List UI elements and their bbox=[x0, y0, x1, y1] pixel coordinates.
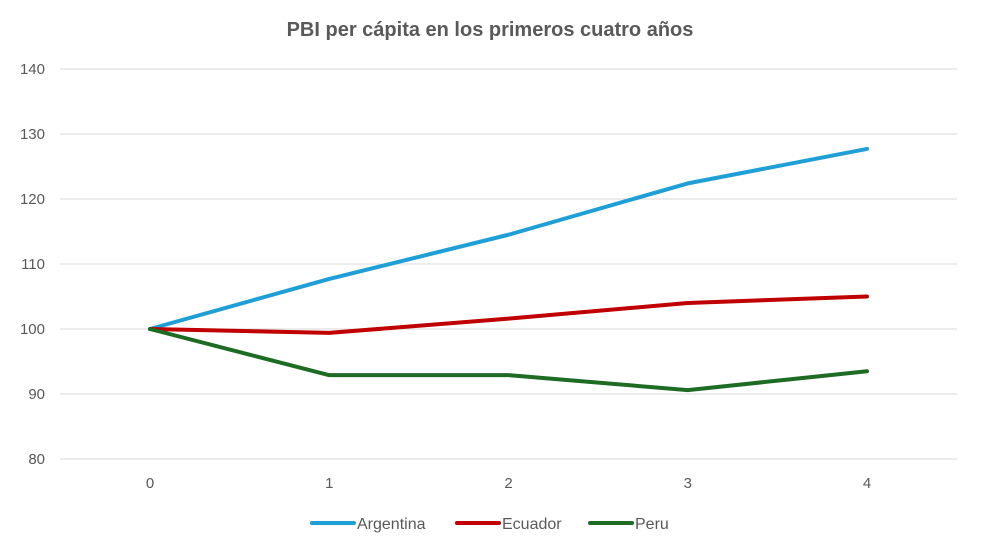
series-line-peru bbox=[148, 327, 869, 393]
chart-title: PBI per cápita en los primeros cuatro añ… bbox=[287, 19, 694, 41]
legend-label-argentina: Argentina bbox=[357, 516, 426, 533]
gridlines bbox=[60, 68, 957, 460]
y-tick-label: 90 bbox=[28, 386, 45, 403]
legend-label-peru: Peru bbox=[635, 516, 669, 533]
y-tick-label: 100 bbox=[20, 321, 45, 338]
y-tick-label: 140 bbox=[20, 61, 45, 78]
x-tick-label: 1 bbox=[325, 475, 333, 492]
legend-label-ecuador: Ecuador bbox=[502, 516, 562, 533]
series-lines bbox=[148, 146, 869, 393]
y-tick-label: 80 bbox=[28, 451, 45, 468]
x-axis-tick-labels: 0 1 2 3 4 bbox=[146, 475, 871, 492]
x-tick-label: 0 bbox=[146, 475, 154, 492]
x-tick-label: 4 bbox=[863, 475, 871, 492]
series-line-ecuador bbox=[148, 294, 869, 335]
x-tick-label: 2 bbox=[504, 475, 512, 492]
y-axis-tick-labels: 80 90 100 110 120 130 140 bbox=[20, 61, 45, 468]
legend: Argentina Ecuador Peru bbox=[310, 516, 669, 533]
y-tick-label: 130 bbox=[20, 126, 45, 143]
y-tick-label: 110 bbox=[21, 256, 45, 273]
x-tick-label: 3 bbox=[684, 475, 692, 492]
series-line-argentina bbox=[148, 146, 869, 331]
y-tick-label: 120 bbox=[20, 191, 45, 208]
